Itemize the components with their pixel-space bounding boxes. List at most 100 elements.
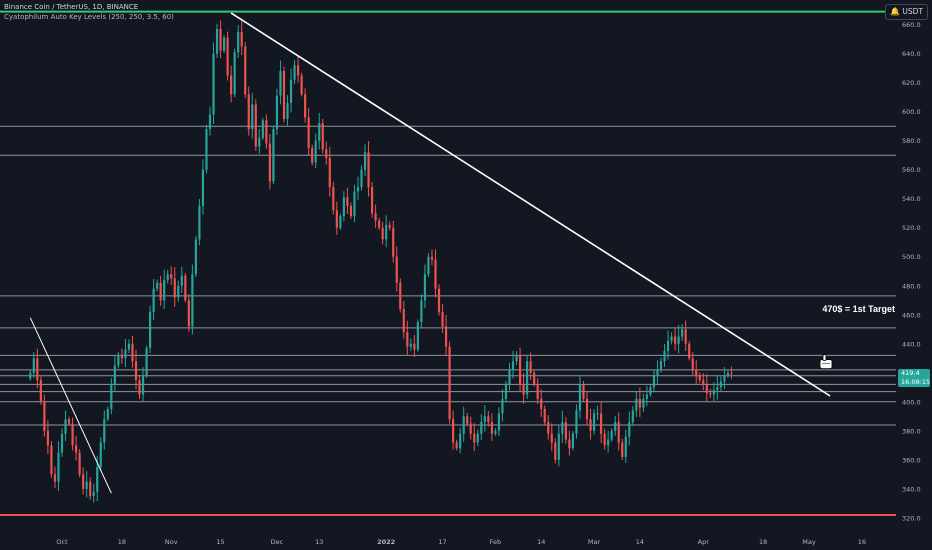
candle-body (698, 375, 701, 381)
candle-body (533, 372, 536, 385)
candle (695, 360, 698, 384)
candle-body (614, 422, 617, 431)
candle (318, 112, 321, 150)
candle-body (688, 343, 691, 359)
candle-body (423, 274, 427, 301)
candle-body (723, 375, 726, 382)
candle-body (402, 308, 405, 333)
candle-body (508, 369, 511, 385)
candle-body (321, 123, 324, 150)
candle (547, 415, 550, 440)
candle-body (684, 329, 687, 344)
candle-body (592, 413, 596, 431)
candle-body (378, 220, 381, 228)
indicator-title: Cyatophilum Auto Key Levels (250, 250, 3… (4, 13, 174, 21)
candle (307, 107, 310, 156)
x-tick-label: Feb (490, 538, 502, 546)
candle-body (469, 423, 472, 434)
candle-body (515, 355, 518, 362)
candle-body (719, 381, 723, 388)
candle-body (96, 467, 99, 492)
candle (413, 335, 416, 357)
candle (251, 93, 254, 139)
y-tick-label: 560.0 (902, 166, 921, 174)
candle-body (441, 311, 444, 327)
y-tick-label: 460.0 (902, 311, 921, 319)
candle-body (261, 120, 264, 138)
candle-body (240, 31, 243, 47)
candle (127, 339, 131, 354)
candle-body (60, 433, 64, 453)
candle (466, 412, 469, 427)
candle (240, 21, 243, 56)
candle (656, 360, 659, 384)
candle (36, 348, 39, 389)
candle (550, 423, 553, 452)
candle (592, 409, 596, 435)
candle (709, 388, 712, 399)
candle (381, 221, 384, 245)
trendlines (29, 12, 831, 494)
candle (691, 352, 694, 375)
candle-body (476, 433, 479, 443)
x-tick-label: Mar (588, 538, 601, 546)
descending-trendline (230, 12, 831, 397)
candle-body (568, 439, 571, 449)
candle (198, 199, 201, 246)
candle-body (459, 433, 462, 449)
candle (434, 249, 437, 298)
candle-body (621, 442, 624, 457)
candle-body (57, 452, 60, 482)
candle-body (32, 358, 35, 373)
candle (39, 376, 42, 405)
bell-icon[interactable]: 🔔 (890, 7, 901, 16)
candle (395, 246, 398, 292)
candle (705, 373, 708, 402)
candle (113, 355, 116, 393)
candle-body (39, 380, 42, 402)
candle (681, 324, 684, 341)
candle (226, 31, 229, 81)
candle (67, 416, 71, 426)
candle-body (363, 152, 367, 170)
candle-body (480, 422, 483, 434)
currency-label: USDT (902, 7, 923, 16)
candle (194, 235, 197, 278)
candle (631, 406, 634, 426)
candle-body (444, 326, 448, 347)
candle-body (233, 52, 236, 95)
candle-body (607, 439, 610, 446)
candle-body (247, 94, 250, 130)
candle (596, 405, 599, 420)
x-tick-label: 16 (858, 538, 866, 546)
currency-button[interactable]: 🔔 USDT (885, 4, 928, 20)
y-tick-label: 340.0 (902, 485, 921, 493)
candle-body (286, 102, 289, 119)
candle (420, 294, 423, 328)
candle-body (307, 117, 310, 148)
candle-body (487, 416, 490, 423)
candle (674, 328, 677, 351)
candle-body (103, 419, 106, 443)
candle-body (635, 398, 638, 411)
y-tick-label: 640.0 (902, 50, 921, 58)
candle (335, 201, 338, 235)
candle (258, 129, 261, 154)
candle (152, 279, 155, 320)
y-tick-label: 400.0 (902, 398, 921, 406)
candle-body (681, 329, 684, 337)
candle-body (392, 227, 395, 257)
candle-body (677, 336, 680, 344)
y-tick-label: 600.0 (902, 108, 921, 116)
candle-body (127, 343, 131, 350)
candle-body (413, 343, 416, 350)
candle-body (177, 285, 180, 298)
candle-body (212, 53, 215, 115)
candle (670, 332, 673, 345)
candle (399, 278, 402, 313)
candle (617, 412, 620, 451)
candle-body (360, 169, 363, 188)
candle (508, 362, 511, 391)
